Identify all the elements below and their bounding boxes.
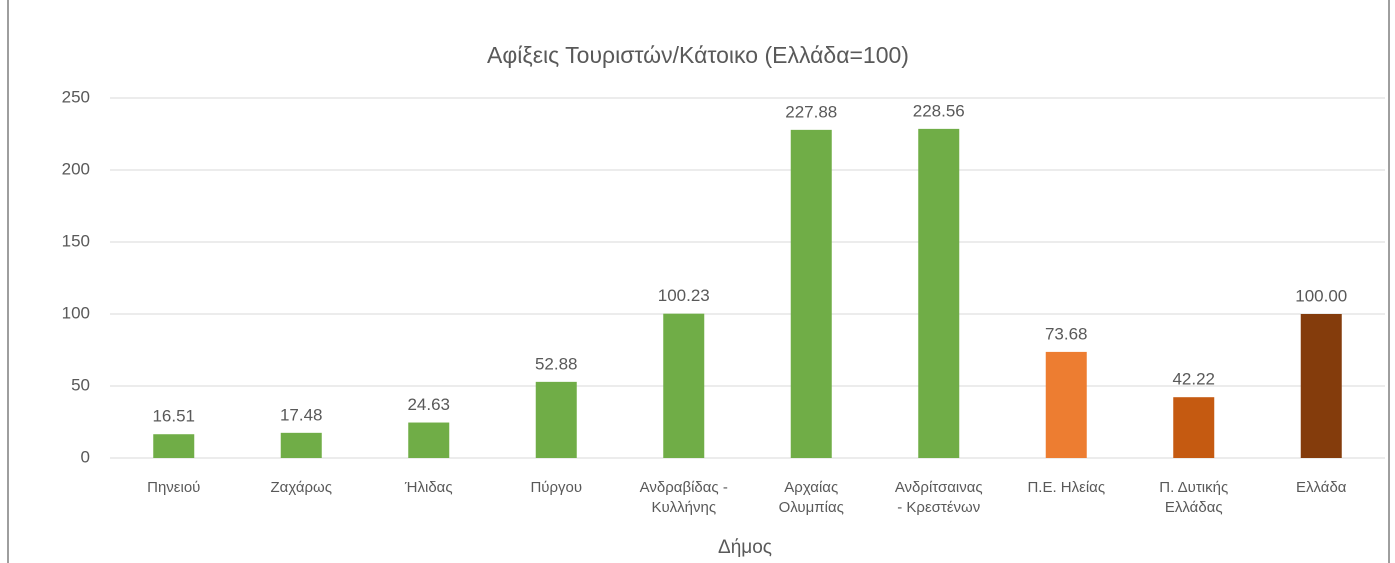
data-label: 73.68 <box>1045 324 1088 343</box>
y-tick-label: 0 <box>81 447 90 466</box>
x-tick-label: Πύργου <box>530 479 583 496</box>
x-tick-label: Π.Ε. Ηλείας <box>1027 479 1106 496</box>
data-label: 52.88 <box>535 354 578 373</box>
bar <box>1300 314 1342 458</box>
bar <box>153 434 195 458</box>
bar <box>408 422 450 458</box>
x-tick-label: Αρχαίας Ολυμπίας <box>778 479 844 516</box>
bar <box>663 313 705 458</box>
x-tick-label: Ανδραβίδας - Κυλλήνης <box>639 479 728 516</box>
y-tick-label: 50 <box>71 375 90 394</box>
y-tick-label: 250 <box>62 87 90 106</box>
data-label: 24.63 <box>407 395 450 414</box>
bar <box>918 128 960 458</box>
x-axis-title: Δήμος <box>718 537 772 558</box>
x-tick-label: Ανδρίτσαινας - Κρεστένων <box>894 479 983 516</box>
data-label: 100.23 <box>658 286 710 305</box>
bar <box>280 432 322 458</box>
data-label: 16.51 <box>152 407 195 426</box>
bar <box>790 129 832 459</box>
y-tick-label: 100 <box>62 303 90 322</box>
chart-title: Αφίξεις Τουριστών/Κάτοικο (Ελλάδα=100) <box>487 42 909 68</box>
y-tick-label: 150 <box>62 231 90 250</box>
x-tick-label: Ζαχάρως <box>270 479 332 496</box>
chart-frame <box>7 0 1390 563</box>
x-tick-label: Ελλάδα <box>1296 479 1347 496</box>
x-tick-label: Π. Δυτικής Ελλάδας <box>1159 479 1229 516</box>
data-label: 42.22 <box>1172 370 1215 389</box>
data-label: 17.48 <box>280 405 323 424</box>
x-tick-label: Ήλιδας <box>404 479 453 496</box>
bar <box>535 381 577 458</box>
data-label: 228.56 <box>913 101 965 120</box>
data-label: 100.00 <box>1295 286 1347 305</box>
data-label: 227.88 <box>785 102 837 121</box>
x-tick-label: Πηνειού <box>147 479 201 496</box>
y-tick-label: 200 <box>62 159 90 178</box>
bar <box>1173 397 1215 458</box>
bar <box>1045 351 1087 458</box>
